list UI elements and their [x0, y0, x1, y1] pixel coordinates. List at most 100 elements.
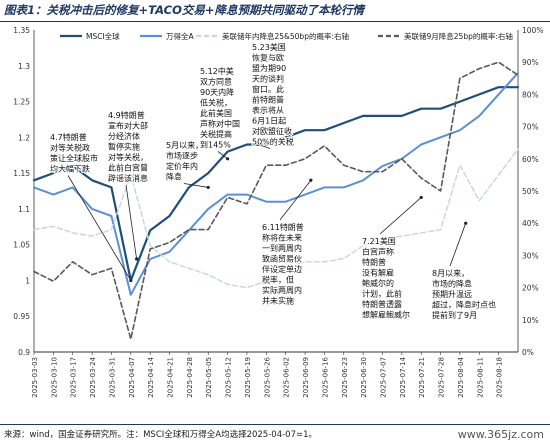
- title-bar: 图表1：关税冲击后的修复+TACO交易+降息预期共同驱动了本轮行情: [0, 0, 550, 22]
- y-right-tick-label: 20%: [522, 284, 539, 293]
- annotation-text: 窗口。此: [252, 84, 284, 94]
- x-tick-label: 2025-08-18: [496, 357, 504, 398]
- x-tick-label: 2025-06-02: [283, 357, 291, 398]
- y-right-tick-label: 100%: [522, 26, 543, 35]
- annotation-text: 关税提高: [200, 129, 232, 139]
- y-left-tick-label: 1.35: [13, 26, 30, 35]
- x-tick-label: 2025-07-07: [379, 357, 387, 398]
- legend-label: 美联储9月降息25bp的概率:右轴: [404, 31, 513, 41]
- y-right-tick-label: 70%: [522, 123, 539, 132]
- annotation-text: 50%的关税: [252, 137, 294, 147]
- annotation-text: 到145%: [200, 141, 231, 150]
- series-line-3: [33, 61, 519, 340]
- annotation-text: 盟为期90: [252, 63, 286, 73]
- y-right-tick-label: 40%: [522, 219, 539, 228]
- annotation-text: 8月以来，: [432, 269, 469, 278]
- annotation-arrow: [258, 144, 271, 149]
- annotation-text: 提前到了9月: [432, 310, 477, 320]
- annotation-text: 7.21美国: [362, 236, 396, 246]
- series-line-1: [33, 71, 519, 296]
- x-tick-label: 2025-06-30: [360, 357, 368, 398]
- annotation-text: 恢复与欧: [252, 53, 284, 63]
- annotation-text: 一到两周内: [262, 243, 302, 253]
- y-left-tick-label: 1: [25, 276, 30, 285]
- annotation-text: 致函贸易伙: [262, 254, 302, 264]
- series-lines: [32, 61, 520, 340]
- annotation-text: 5月以来，: [166, 141, 203, 150]
- axes: 0.9 0.95 1 1.05 1.1 1.15 1.2 1.25 1.3 1.35 0% 10% 20…: [13, 26, 543, 398]
- annotation-text: 实际两周内: [262, 285, 302, 295]
- annotation-text: 均大幅下跌: [50, 164, 90, 174]
- y-left-tick-label: 1.15: [13, 169, 30, 178]
- annotation-text: 双方同意: [200, 77, 232, 87]
- annotation-text: 预期升温远: [432, 289, 472, 299]
- annotation-text: 表示将从: [252, 105, 284, 115]
- x-tick-label: 2025-04-14: [147, 356, 155, 397]
- annotation-text: 白宫声称: [362, 247, 394, 257]
- y-left-tick-label: 1.05: [13, 241, 30, 250]
- annotation-text: 天的谈判: [252, 74, 284, 84]
- legend: MSCI全球 万得全A 美联储年内降息25&50bp的概率:右轴 美联储9月降息25b…: [60, 31, 513, 41]
- annotation-text: 计划，此前: [362, 289, 402, 299]
- annotation-text: 鲍威尔的: [362, 278, 394, 288]
- watermark: www.365jz.com: [457, 428, 544, 441]
- x-tick-label: 2025-03-17: [70, 357, 78, 398]
- annotation-text: 称将在未来: [262, 233, 302, 243]
- legend-label: 美联储年内降息25&50bp的概率:右轴: [222, 31, 349, 41]
- x-tick-label: 2025-08-04: [457, 356, 465, 397]
- x-tick-label: 2025-06-23: [341, 357, 349, 398]
- annotation-text: 并未实施: [262, 296, 294, 306]
- annotation-text: 伴设定单边: [262, 264, 302, 274]
- annotation-arrow-head: [226, 157, 230, 161]
- y-left-tick-label: 1.3: [18, 62, 30, 71]
- y-right-tick-label: 50%: [522, 187, 539, 196]
- annotation-text: 此前白宫曾: [108, 163, 148, 173]
- annotation-arrow: [125, 184, 138, 260]
- legend-label: MSCI全球: [86, 31, 120, 41]
- annotation-text: 降息: [166, 172, 182, 182]
- annotation-arrow-head: [309, 178, 313, 182]
- annotation-text: 想解雇鲍威尔: [362, 310, 410, 320]
- source-divider: [0, 424, 550, 425]
- chart-area: 0.9 0.95 1 1.05 1.1 1.15 1.2 1.25 1.3 1.35 0% 10% 20…: [13, 26, 543, 398]
- annotation-text: 5.23美国: [252, 42, 286, 52]
- annotation-text: 超过，降息时点也: [432, 300, 496, 310]
- x-tick-label: 2025-07-14: [399, 356, 407, 397]
- y-right-tick-label: 90%: [522, 58, 539, 67]
- annotation-text: 90天内降: [200, 87, 234, 97]
- annotation-text: 特朗普: [362, 257, 386, 267]
- x-tick-label: 2025-04-21: [167, 357, 175, 398]
- x-tick-label: 2025-06-09: [302, 357, 310, 398]
- annotation-text: 市场的降息: [432, 279, 472, 289]
- annotation-arrow: [217, 151, 228, 160]
- annotation-text: 4.9特朗普: [108, 110, 145, 120]
- annotation-text: 暂停实施: [108, 142, 140, 152]
- series-line-2: [33, 148, 519, 289]
- annotation-text: 定价年内: [166, 161, 198, 171]
- annotation-text: 特朗普透露: [362, 299, 402, 309]
- x-tick-label: 2025-06-16: [321, 356, 329, 397]
- y-left-tick-label: 1.25: [13, 98, 30, 107]
- annotation-arrow: [379, 197, 422, 235]
- x-tick-label: 2025-05-26: [263, 356, 271, 397]
- x-tick-label: 2025-04-07: [128, 357, 136, 398]
- chart-title: 图表1：关税冲击后的修复+TACO交易+降息预期共同驱动了本轮行情: [4, 3, 364, 17]
- annotation-text: 策让全球股市: [50, 153, 98, 163]
- y-left-tick-label: 0.9: [18, 348, 30, 357]
- x-tick-label: 2025-04-28: [186, 357, 194, 398]
- source-note: 来源：wind，国金证券研究所。注：MSCI全球和万得全A均选择2025-04-…: [4, 430, 318, 440]
- y-left-tick-label: 1.2: [18, 133, 30, 142]
- y-right-tick-label: 30%: [522, 251, 539, 260]
- annotation-arrow-head: [464, 221, 468, 225]
- annotation-arrow-head: [135, 257, 139, 261]
- annotation-text: 前特朗普: [252, 95, 284, 105]
- annotation-text: 对欧盟征收: [252, 126, 292, 136]
- annotation-text: 低关税，: [200, 98, 232, 108]
- annotation-arrow-head: [419, 195, 423, 200]
- x-tick-label: 2025-05-05: [205, 357, 213, 398]
